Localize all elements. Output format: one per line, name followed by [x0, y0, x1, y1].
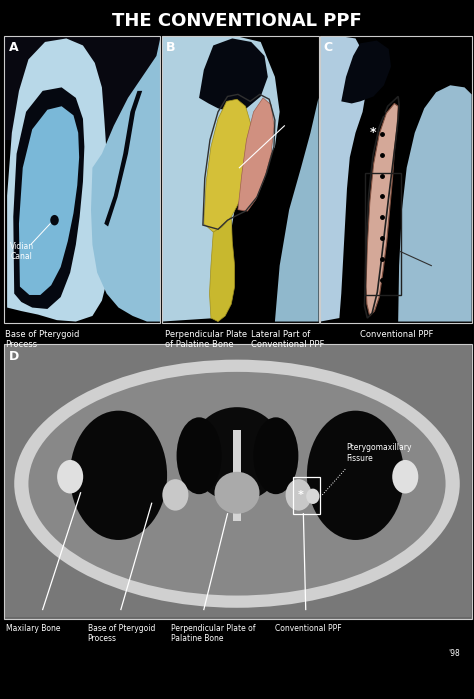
Bar [4, 36, 160, 140]
Ellipse shape [176, 417, 221, 494]
Polygon shape [7, 38, 111, 322]
Bar [5, 345, 471, 617]
Text: Maxilary Bone: Maxilary Bone [6, 624, 60, 633]
Ellipse shape [190, 407, 284, 502]
Bar [4, 344, 472, 619]
Bar [233, 430, 241, 521]
Polygon shape [238, 98, 274, 211]
Polygon shape [19, 106, 79, 295]
Polygon shape [13, 87, 84, 309]
Ellipse shape [162, 480, 188, 510]
Text: D: D [9, 350, 19, 363]
Text: Base of Pterygoid
Process: Base of Pterygoid Process [5, 330, 79, 350]
Text: A: A [9, 41, 18, 54]
Text: Perpendicular Plate
of Palatine Bone: Perpendicular Plate of Palatine Bone [165, 330, 247, 350]
Bar [293, 477, 320, 514]
Bar [162, 36, 319, 323]
Polygon shape [199, 38, 268, 112]
Text: THE CONVENTIONAL PPF: THE CONVENTIONAL PPF [112, 12, 362, 30]
Polygon shape [104, 91, 142, 226]
Ellipse shape [253, 417, 299, 494]
Polygon shape [366, 103, 398, 316]
Text: B: B [166, 41, 175, 54]
Text: Conventional PPF: Conventional PPF [275, 624, 342, 633]
Bar [4, 36, 160, 323]
Ellipse shape [57, 460, 83, 493]
Polygon shape [210, 217, 235, 322]
Ellipse shape [306, 489, 319, 504]
Polygon shape [204, 99, 252, 232]
Text: Pterygomaxillary
Fissure: Pterygomaxillary Fissure [346, 443, 411, 463]
Polygon shape [162, 36, 280, 322]
Bar [4, 344, 472, 619]
Bar [4, 36, 160, 323]
Polygon shape [320, 36, 367, 322]
Polygon shape [398, 85, 472, 322]
Ellipse shape [14, 359, 460, 607]
Bar [320, 36, 472, 323]
Ellipse shape [307, 411, 404, 540]
Ellipse shape [392, 460, 418, 493]
Bar [162, 36, 319, 323]
Text: Base of Pterygoid
Process: Base of Pterygoid Process [88, 624, 155, 643]
Text: Conventional PPF: Conventional PPF [360, 330, 434, 339]
Text: Vidian
Canal: Vidian Canal [10, 242, 35, 261]
Text: *: * [298, 490, 303, 500]
Polygon shape [341, 41, 391, 103]
Ellipse shape [50, 215, 59, 225]
Text: Perpendicular Plate of
Palatine Bone: Perpendicular Plate of Palatine Bone [171, 624, 255, 643]
Ellipse shape [285, 480, 312, 510]
Text: Lateral Part of
Conventional PPF: Lateral Part of Conventional PPF [251, 330, 325, 350]
Polygon shape [275, 98, 319, 322]
Bar [320, 36, 472, 323]
Ellipse shape [28, 372, 446, 596]
Polygon shape [91, 38, 160, 322]
Text: *: * [369, 127, 376, 139]
Ellipse shape [70, 411, 167, 540]
Ellipse shape [214, 472, 259, 514]
Text: '98: '98 [448, 649, 460, 658]
Text: C: C [323, 41, 332, 54]
Bar [365, 173, 401, 295]
